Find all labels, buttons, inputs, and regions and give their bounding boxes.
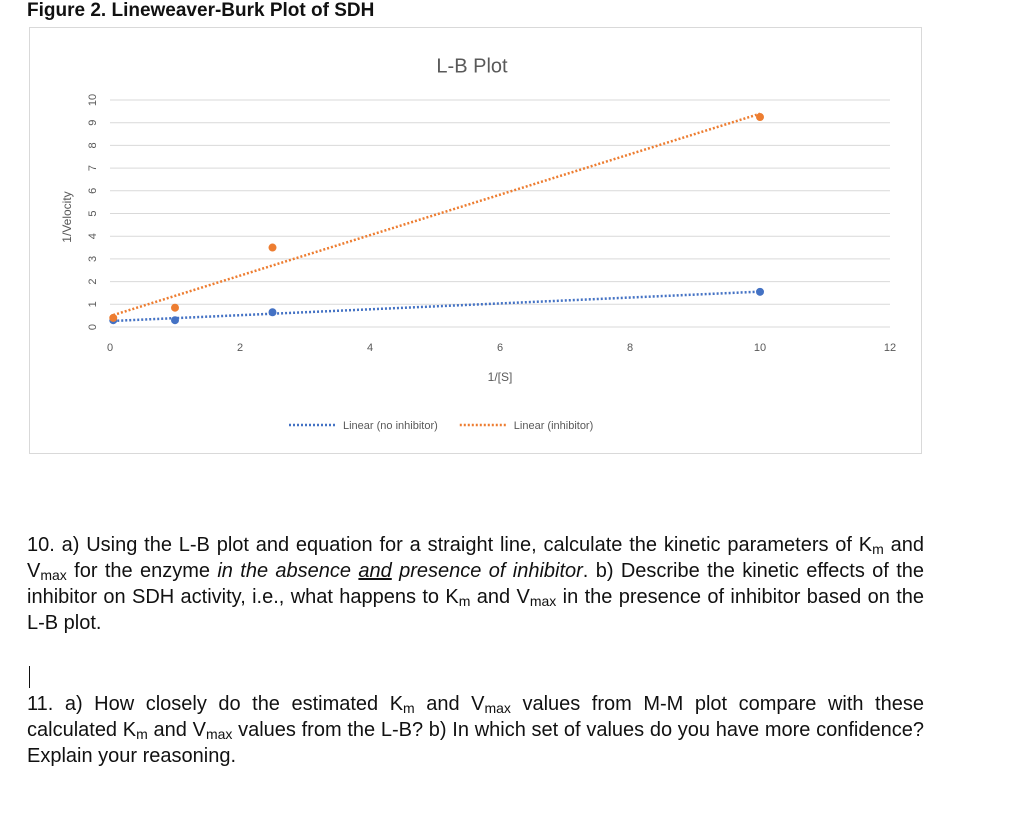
legend-label: Linear (no inhibitor) [343, 420, 438, 432]
text: . b) Describe the kinetic effects of the… [27, 560, 924, 608]
text: and [358, 560, 392, 582]
y-tick-label: 8 [87, 142, 99, 148]
data-point [268, 308, 277, 317]
x-tick-label: 6 [497, 342, 503, 354]
y-tick-label: 4 [87, 233, 99, 239]
y-tick-label: 9 [87, 120, 99, 126]
text: max [40, 567, 67, 583]
data-point [756, 113, 764, 122]
data-point [171, 303, 179, 312]
question: 10. a) Using the L-B plot and equation f… [27, 532, 924, 636]
text: and V [27, 534, 924, 582]
text: in the absence [217, 560, 359, 582]
x-tick-label: 0 [107, 342, 113, 354]
legend-label: Linear (inhibitor) [514, 420, 593, 432]
y-tick-label: 10 [87, 94, 99, 106]
text: m [136, 726, 148, 742]
text: values from the L-B? b) In which set of … [27, 719, 924, 767]
y-tick-label: 3 [87, 256, 99, 262]
x-tick-label: 8 [627, 342, 633, 354]
data-point [171, 316, 179, 325]
text: presence of inhibitor [391, 560, 583, 582]
text: values from M-M plot compare with these … [27, 693, 924, 741]
x-tick-label: 12 [884, 342, 896, 354]
chart-border [29, 27, 922, 454]
x-tick-label: 4 [367, 342, 373, 354]
text: and V [414, 693, 485, 715]
text: m [458, 593, 471, 609]
text: and V [470, 586, 530, 608]
data-point [268, 243, 277, 252]
chart-title: L-B Plot [436, 55, 508, 77]
y-tick-label: 6 [87, 188, 99, 194]
x-tick-label: 10 [754, 342, 766, 354]
data-point [756, 287, 764, 296]
figure-caption: Figure 2. Lineweaver-Burk Plot of SDH [27, 0, 375, 21]
question: 11. a) How closely do the estimated Km a… [27, 691, 924, 769]
text-cursor [29, 666, 30, 688]
text: m [403, 700, 415, 716]
text: 11. a) How closely do the estimated K [27, 693, 404, 715]
text: max [484, 700, 511, 716]
text: 10. a) Using the L-B plot and equation f… [27, 534, 873, 556]
text: m [872, 541, 884, 557]
text: max [205, 726, 233, 742]
text: max [529, 593, 557, 609]
y-tick-label: 0 [87, 324, 99, 330]
y-tick-label: 2 [87, 279, 99, 285]
trendline [112, 112, 761, 317]
y-tick-label: 1 [87, 301, 99, 307]
data-point [109, 313, 118, 322]
y-tick-label: 5 [87, 210, 99, 216]
text: and V [147, 719, 206, 741]
y-tick-label: 7 [87, 165, 99, 171]
x-axis-label: 1/[S] [488, 370, 513, 384]
text: for the enzyme [66, 560, 218, 582]
text: in the presence of inhibitor based on th… [27, 586, 925, 634]
y-axis-label: 1/Velocity [60, 191, 74, 242]
x-tick-label: 2 [237, 342, 243, 354]
